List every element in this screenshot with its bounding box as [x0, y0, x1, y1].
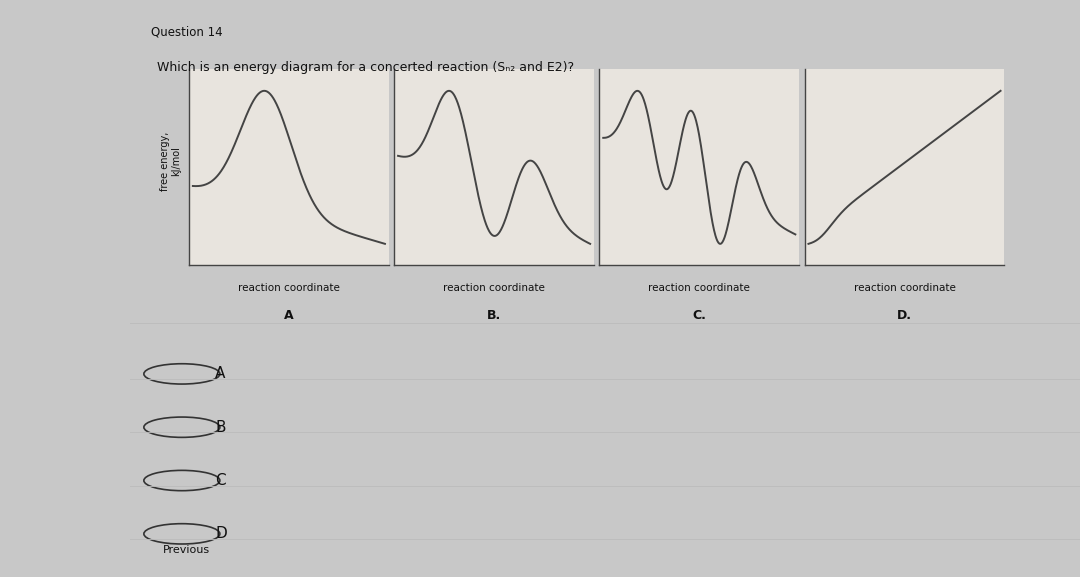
Text: Previous: Previous [163, 545, 210, 554]
Text: reaction coordinate: reaction coordinate [648, 283, 751, 293]
Text: Which is an energy diagram for a concerted reaction (Sₙ₂ and E2)?: Which is an energy diagram for a concert… [157, 61, 573, 74]
Text: C.: C. [692, 309, 706, 322]
Text: Question 14: Question 14 [151, 26, 222, 39]
Text: D.: D. [897, 309, 912, 322]
Text: reaction coordinate: reaction coordinate [238, 283, 340, 293]
Text: reaction coordinate: reaction coordinate [443, 283, 545, 293]
Text: B: B [215, 419, 226, 434]
Text: reaction coordinate: reaction coordinate [853, 283, 956, 293]
Text: free energy,
kJ/mol: free energy, kJ/mol [160, 132, 181, 191]
Text: A: A [215, 366, 226, 381]
Text: B.: B. [487, 309, 501, 322]
Text: A: A [284, 309, 294, 322]
Text: D: D [215, 526, 227, 541]
Text: C: C [215, 473, 226, 488]
